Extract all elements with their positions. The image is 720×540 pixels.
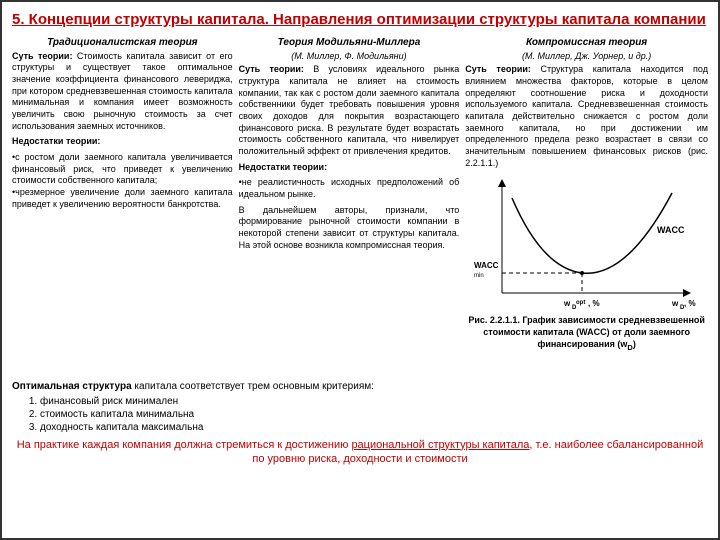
- criterion-3: доходность капитала максимальна: [40, 421, 708, 434]
- col2-body2: В дальнейшем авторы, признали, что форми…: [239, 205, 460, 252]
- x-arrow-icon: [683, 289, 691, 297]
- col-traditional: Традиционалистская теория Суть теории: С…: [12, 36, 233, 376]
- col3-sub: (М. Миллер, Дж. Уорнер, и др.): [465, 51, 708, 63]
- optimal-structure: Оптимальная структура капитала соответст…: [12, 380, 708, 393]
- x-label-pct: , %: [684, 299, 696, 308]
- col2-body: Суть теории: В условиях идеального рынка…: [239, 64, 460, 158]
- chart-caption: Рис. 2.2.1.1. График зависимости среднев…: [465, 315, 708, 352]
- col1-bodytext: Стоимость капитала зависит от его структ…: [12, 51, 233, 131]
- col1-draw1: •с ростом доли заемного капитала увеличи…: [12, 152, 233, 187]
- opt-body: капитала соответствует трем основным кри…: [132, 381, 374, 392]
- col3-head: Компромиссная теория: [465, 36, 708, 49]
- criterion-1: финансовый риск минимален: [40, 395, 708, 408]
- wacc-curve: [512, 193, 672, 273]
- xopt-sup: opt: [576, 300, 585, 306]
- praktika: На практике каждая компания должна стрем…: [12, 438, 708, 467]
- col-compromise: Компромиссная теория (М. Миллер, Дж. Уор…: [465, 36, 708, 376]
- criterion-2: стоимость капитала минимальна: [40, 408, 708, 421]
- y-arrow-icon: [498, 179, 506, 187]
- col-mm: Теория Модильяни-Миллера (М. Миллер, Ф. …: [239, 36, 460, 376]
- col1-drawhead: Недостатки теории:: [12, 136, 233, 148]
- col3-essence: Суть теории:: [465, 64, 531, 74]
- y-label: WACC: [474, 261, 499, 270]
- col2-drawhead: Недостатки теории:: [239, 162, 460, 174]
- series-label: WACC: [657, 225, 685, 235]
- criteria-list: финансовый риск минимален стоимость капи…: [40, 395, 708, 434]
- col1-body: Суть теории: Стоимость капитала зависит …: [12, 51, 233, 133]
- page-title: 5. Концепции структуры капитала. Направл…: [12, 10, 708, 30]
- xopt-label: w: [563, 299, 571, 308]
- columns: Традиционалистская теория Суть теории: С…: [12, 36, 708, 376]
- col1-draw2: •чрезмерное увеличение доли заемного кап…: [12, 187, 233, 210]
- wacc-chart: WACC min WACC w D , % w D opt , %: [472, 173, 702, 313]
- col1-head: Традиционалистская теория: [12, 36, 233, 49]
- col2-head: Теория Модильяни-Миллера: [239, 36, 460, 49]
- opt-head: Оптимальная структура: [12, 381, 132, 392]
- col3-body: Суть теории: Структура капитала находитс…: [465, 64, 708, 169]
- col2-bodytext: В условиях идеального рынка структура ка…: [239, 64, 460, 156]
- col3-bodytext: Структура капитала находится под влияние…: [465, 64, 708, 168]
- col2-essence: Суть теории:: [239, 64, 304, 74]
- col2-sub: (М. Миллер, Ф. Модильяни): [239, 51, 460, 63]
- xopt-pct: , %: [588, 299, 600, 308]
- footer: Оптимальная структура капитала соответст…: [12, 380, 708, 467]
- chart-svg: WACC min WACC w D , % w D opt , %: [472, 173, 702, 313]
- y-min-label: min: [474, 273, 484, 279]
- rational-underline: рациональной структуры капитала: [351, 439, 529, 451]
- min-point-icon: [580, 271, 584, 275]
- col2-draw1: •не реалистичность исходных предположени…: [239, 177, 460, 200]
- col1-essence: Суть теории:: [12, 51, 72, 61]
- x-label: w: [671, 299, 679, 308]
